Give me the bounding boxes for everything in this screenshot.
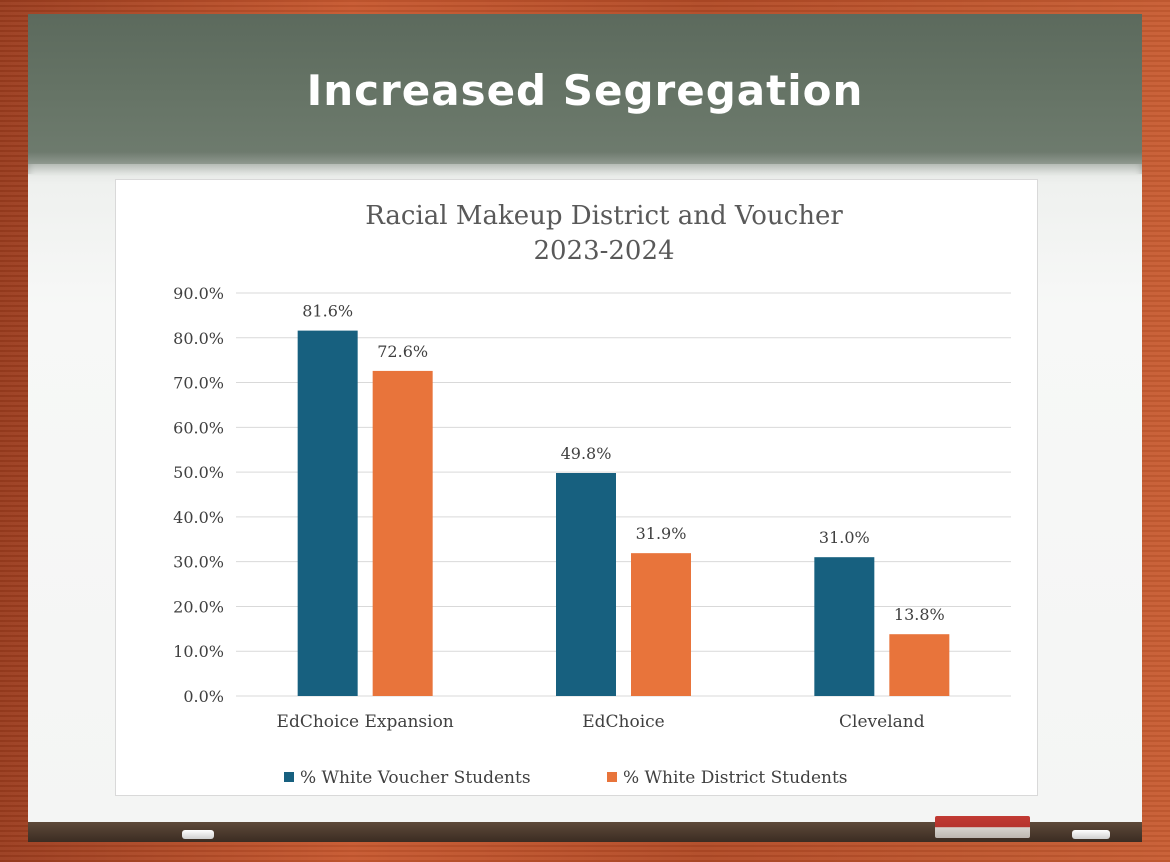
data-labels: 81.6% 72.6% 49.8% 31.9% 31.0% 13.8%: [302, 302, 944, 625]
data-label: 31.9%: [636, 524, 687, 543]
y-axis-tick-labels: 0.0% 10.0% 20.0% 30.0% 40.0% 50.0% 60.0% 70.0% 8…: [173, 284, 224, 706]
legend-label: % White District Students: [623, 768, 848, 788]
data-label: 31.0%: [819, 528, 870, 547]
bar-district: [631, 553, 691, 696]
data-label: 81.6%: [302, 302, 353, 321]
data-label: 49.8%: [561, 444, 612, 463]
chart-title: Racial Makeup District and Voucher: [365, 201, 843, 231]
y-tick-label: 10.0%: [173, 642, 224, 661]
bar-district: [889, 634, 950, 696]
y-tick-label: 70.0%: [173, 374, 224, 393]
bars: [297, 330, 950, 696]
legend-swatch: [607, 772, 617, 782]
x-tick-label: EdChoice Expansion: [277, 712, 454, 732]
chart-subtitle: 2023-2024: [533, 236, 674, 266]
chalk-stick-right: [1072, 830, 1110, 839]
chalk-tray: [28, 822, 1142, 842]
chalkboard-eraser: [935, 816, 1030, 838]
bar-district: [372, 370, 433, 696]
y-tick-label: 50.0%: [173, 463, 224, 482]
chalk-smudge: [28, 152, 1142, 184]
data-label: 72.6%: [377, 342, 428, 361]
bar-voucher: [814, 557, 875, 696]
data-label: 13.8%: [894, 605, 945, 624]
chalk-stick-left: [182, 830, 214, 839]
chalkboard: Increased Segregation Racial Makeup Dist…: [28, 14, 1142, 840]
chalkboard-header-band: [28, 14, 1142, 164]
legend: % White Voucher Students % White District…: [284, 768, 848, 788]
y-tick-label: 60.0%: [173, 418, 224, 437]
chart-panel: Racial Makeup District and Voucher 2023-…: [115, 179, 1038, 796]
gridlines: [236, 292, 1011, 697]
x-tick-label: Cleveland: [839, 712, 925, 732]
bar-chart: Racial Makeup District and Voucher 2023-…: [173, 201, 1011, 788]
bar-voucher: [297, 330, 358, 696]
legend-label: % White Voucher Students: [300, 768, 531, 788]
y-tick-label: 90.0%: [173, 284, 224, 303]
x-axis-tick-labels: EdChoice Expansion EdChoice Cleveland: [277, 712, 925, 732]
y-tick-label: 0.0%: [183, 687, 224, 706]
y-tick-label: 80.0%: [173, 329, 224, 348]
bar-voucher: [556, 473, 616, 696]
slide-title: Increased Segregation: [306, 66, 864, 115]
y-tick-label: 40.0%: [173, 508, 224, 527]
y-tick-label: 20.0%: [173, 597, 224, 616]
legend-swatch: [284, 772, 294, 782]
x-tick-label: EdChoice: [582, 712, 665, 732]
y-tick-label: 30.0%: [173, 553, 224, 572]
